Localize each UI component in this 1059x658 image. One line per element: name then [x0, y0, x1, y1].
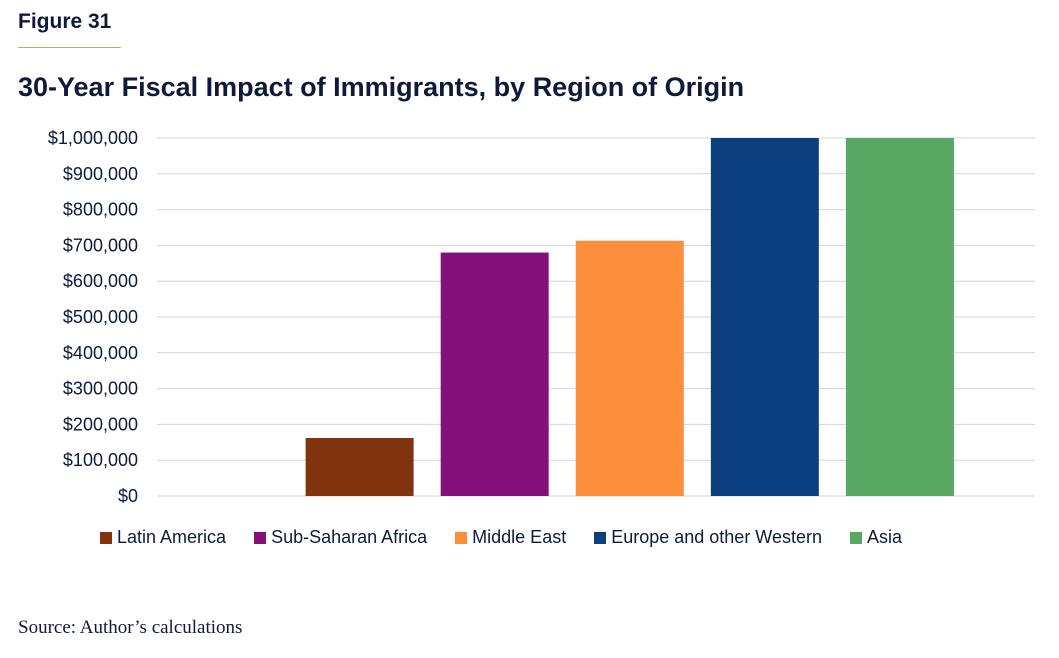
- legend-label: Latin America: [117, 527, 227, 547]
- legend-label: Middle East: [472, 527, 567, 547]
- figure-label: Figure 31: [18, 10, 112, 33]
- legend-item: Middle East: [455, 527, 566, 548]
- y-tick-label: $600,000: [63, 271, 138, 291]
- bar-asia: [845, 138, 954, 496]
- legend-item: Europe and other Western: [594, 527, 822, 548]
- y-tick-label: $1,000,000: [48, 128, 138, 148]
- legend-swatch: [594, 531, 607, 544]
- legend-item: Sub-Saharan Africa: [254, 527, 427, 548]
- legend-swatch: [254, 531, 267, 544]
- bar-europe-and-other-western: [710, 138, 819, 496]
- legend-item: Latin America: [100, 527, 226, 548]
- figure-label-underline: [18, 47, 121, 48]
- legend-swatch: [455, 531, 468, 544]
- y-axis-tick-labels: $0 $100,000 $200,000 $300,000 $400,000 $500,0…: [48, 128, 138, 506]
- y-tick-label: $700,000: [63, 235, 138, 255]
- legend-swatch: [100, 531, 112, 544]
- chart-title: 30-Year Fiscal Impact of Immigrants, by …: [18, 72, 745, 102]
- legend: Latin America Sub-Saharan Africa Middle Ea…: [100, 527, 902, 548]
- bar-middle-east: [575, 240, 684, 496]
- bar-sub-saharan-africa: [440, 252, 549, 496]
- legend-swatch: [850, 531, 862, 544]
- y-tick-label: $400,000: [63, 343, 138, 363]
- y-tick-label: $100,000: [63, 450, 138, 470]
- bar-latin-america: [305, 438, 414, 496]
- legend-label: Sub-Saharan Africa: [271, 527, 428, 547]
- bars: [305, 138, 954, 496]
- y-tick-label: $300,000: [63, 379, 138, 399]
- bar-chart: $0 $100,000 $200,000 $300,000 $400,000 $500,0…: [48, 128, 1035, 506]
- y-tick-label: $900,000: [63, 164, 138, 184]
- legend-label: Asia: [867, 527, 903, 547]
- y-tick-label: $0: [118, 486, 138, 506]
- y-tick-label: $800,000: [63, 200, 138, 220]
- source-note: Source: Author’s calculations: [18, 617, 243, 638]
- y-tick-label: $500,000: [63, 307, 138, 327]
- y-tick-label: $200,000: [63, 414, 138, 434]
- legend-label: Europe and other Western: [611, 527, 822, 547]
- legend-item: Asia: [850, 527, 902, 548]
